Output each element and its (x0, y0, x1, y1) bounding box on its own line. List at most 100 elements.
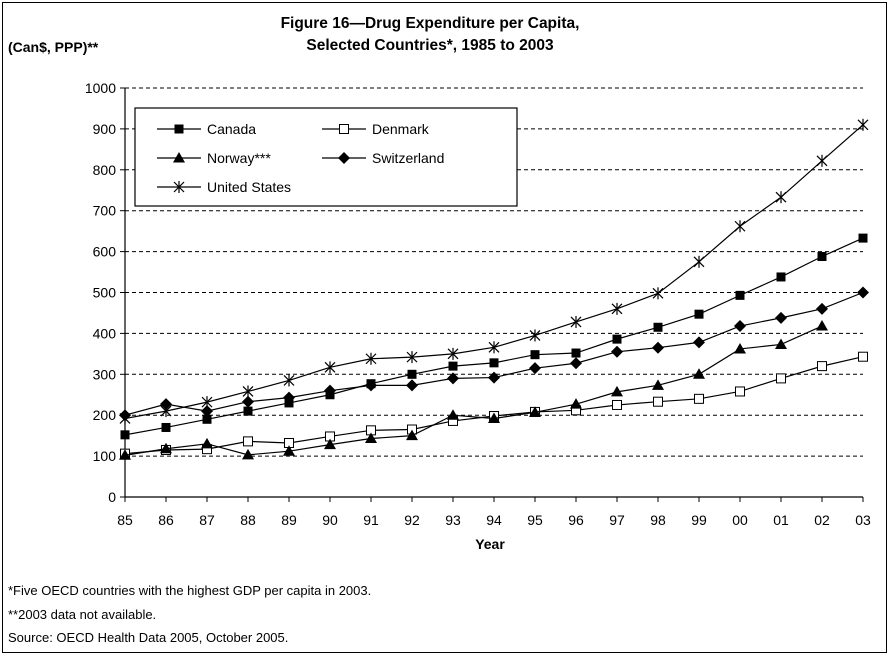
data-point-denmark (776, 373, 786, 384)
x-tick-label: 85 (117, 512, 133, 528)
y-axis-label: (Can$, PPP)** (8, 39, 99, 55)
data-point-denmark (694, 393, 704, 404)
x-tick-label: 98 (650, 512, 666, 528)
chart-title-line1: Figure 16—Drug Expenditure per Capita, (280, 15, 580, 32)
data-point-united-states (775, 191, 787, 204)
x-tick-label: 93 (445, 512, 461, 528)
data-point-canada (243, 406, 253, 416)
data-point-switzerland (488, 371, 500, 384)
data-point-norway (529, 406, 541, 417)
data-point-switzerland (693, 336, 705, 349)
data-point-norway (816, 320, 828, 331)
legend-label: Switzerland (372, 150, 444, 166)
x-tick-label: 01 (773, 512, 789, 528)
x-tick-label: 88 (240, 512, 256, 528)
data-point-norway (611, 385, 623, 397)
x-tick-label: 89 (281, 512, 297, 528)
data-point-united-states (119, 412, 131, 425)
data-point-canada (407, 369, 417, 379)
data-point-denmark (858, 351, 868, 362)
data-point-canada (612, 334, 622, 344)
x-tick-label: 90 (322, 512, 338, 528)
data-point-norway (201, 437, 213, 449)
series-line-canada (124, 237, 864, 436)
data-point-united-states (242, 385, 254, 398)
x-tick-label: 86 (158, 512, 174, 528)
data-point-switzerland (406, 379, 418, 392)
legend-label: Canada (207, 121, 256, 137)
data-point-switzerland (324, 384, 336, 397)
data-point-switzerland (242, 395, 254, 408)
data-point-norway (447, 409, 459, 420)
data-point-canada (571, 348, 581, 358)
data-point-denmark (612, 399, 622, 410)
legend-label: Denmark (372, 121, 430, 137)
data-point-canada (202, 414, 212, 424)
x-tick-label: 96 (568, 512, 584, 528)
x-tick-label: 97 (609, 512, 625, 528)
data-point-switzerland (611, 345, 623, 358)
legend-label: Norway*** (207, 150, 271, 166)
footnote-2: **2003 data not available. (8, 607, 157, 622)
data-point-canada (530, 350, 540, 360)
x-tick-label: 02 (814, 512, 830, 528)
data-point-norway (693, 368, 705, 379)
data-point-norway (365, 432, 377, 444)
data-point-united-states (652, 287, 664, 300)
y-tick-label: 800 (93, 162, 117, 178)
data-point-switzerland (816, 302, 828, 315)
x-tick-label: 00 (732, 512, 748, 528)
x-tick-label: 92 (404, 512, 420, 528)
data-point-canada (735, 290, 745, 300)
data-point-united-states (160, 405, 172, 418)
data-point-norway (324, 438, 336, 450)
series-line-switzerland (124, 291, 864, 416)
data-point-norway (570, 398, 582, 409)
legend-marker (174, 124, 184, 134)
data-point-united-states (529, 329, 541, 342)
footnote-1: *Five OECD countries with the highest GD… (8, 583, 372, 598)
data-point-canada (489, 358, 499, 368)
data-point-norway (242, 448, 254, 460)
data-point-switzerland (734, 320, 746, 333)
data-point-canada (120, 430, 130, 440)
data-point-switzerland (857, 286, 869, 299)
data-point-norway (406, 429, 418, 441)
y-tick-label: 100 (93, 448, 117, 464)
x-tick-label: 99 (691, 512, 707, 528)
data-point-switzerland (447, 372, 459, 385)
data-point-norway (488, 412, 500, 423)
legend-marker (173, 152, 185, 163)
y-tick-label: 0 (108, 489, 116, 505)
series-line-norway (124, 325, 823, 456)
data-point-switzerland (775, 311, 787, 324)
x-tick-label: 94 (486, 512, 502, 528)
x-axis-label: Year (475, 536, 505, 552)
series-line-denmark (124, 356, 864, 455)
data-point-canada (694, 309, 704, 319)
data-point-united-states (488, 341, 500, 354)
y-tick-label: 300 (93, 366, 117, 382)
data-point-united-states (406, 351, 418, 364)
data-point-switzerland (529, 362, 541, 375)
y-tick-label: 600 (93, 244, 117, 260)
x-tick-label: 95 (527, 512, 543, 528)
y-tick-label: 900 (93, 121, 117, 137)
data-point-denmark (735, 386, 745, 397)
data-point-norway (119, 449, 131, 460)
y-tick-label: 200 (93, 407, 117, 423)
legend-label: United States (207, 179, 291, 195)
data-point-united-states (693, 255, 705, 268)
data-point-canada (653, 322, 663, 332)
data-point-norway (283, 445, 295, 456)
data-point-denmark (243, 436, 253, 447)
y-tick-label: 700 (93, 203, 117, 219)
data-point-switzerland (160, 398, 172, 411)
data-point-canada (776, 272, 786, 282)
x-tick-label: 87 (199, 512, 215, 528)
data-point-norway (652, 379, 664, 390)
data-point-switzerland (652, 341, 664, 354)
data-point-united-states (324, 361, 336, 374)
data-point-united-states (201, 396, 213, 409)
